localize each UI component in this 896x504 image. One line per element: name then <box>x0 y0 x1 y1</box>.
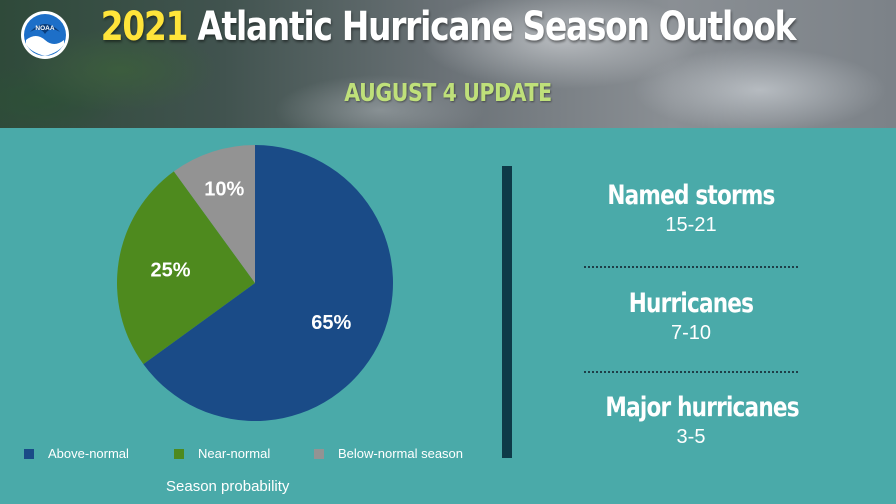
stat-label: Major hurricanes <box>605 392 799 423</box>
subtitle: AUGUST 4 UPDATE <box>344 78 552 107</box>
legend-label: Above-normal <box>48 446 129 461</box>
legend-item: Below-normal season <box>314 446 463 461</box>
vertical-divider <box>502 166 512 458</box>
chart-footnote: Season probability <box>166 478 290 495</box>
title-text: Atlantic Hurricane Season Outlook <box>197 4 796 50</box>
pie-data-label: 25% <box>150 260 190 282</box>
stat-major-hurricanes: Major hurricanes 3-5 <box>584 392 799 450</box>
legend-swatch <box>314 448 324 459</box>
stat-value: 3-5 <box>676 426 706 448</box>
stat-label: Named storms <box>607 180 775 211</box>
page-title: 2021 Atlantic Hurricane Season Outlook <box>81 4 816 50</box>
noaa-logo: NOAA <box>21 11 69 59</box>
legend-label: Near-normal <box>198 446 271 461</box>
title-year: 2021 <box>100 4 189 50</box>
stat-value: 15-21 <box>665 214 717 236</box>
pie-data-label: 65% <box>311 312 351 334</box>
probability-pie-chart: 65% 25% 10% <box>117 145 393 422</box>
stat-hurricanes: Hurricanes 7-10 <box>584 288 798 346</box>
legend-item: Above-normal <box>24 446 129 461</box>
satellite-banner <box>0 0 896 128</box>
stat-value: 7-10 <box>670 322 712 344</box>
pie-slice-below-normal-season <box>173 145 255 283</box>
chart-legend: Above-normal Near-normal Below-normal seas… <box>24 446 484 466</box>
legend-swatch <box>174 448 184 459</box>
pie-data-label: 10% <box>204 179 244 201</box>
stat-label: Hurricanes <box>628 288 754 319</box>
pie-slice-above-normal <box>143 145 393 422</box>
pie-slice-near-normal <box>117 171 255 365</box>
noaa-logo-text: NOAA <box>35 25 54 32</box>
legend-item: Near-normal <box>174 446 270 461</box>
legend-label: Below-normal season <box>338 446 464 461</box>
stat-separator <box>584 371 798 373</box>
stat-separator <box>584 266 798 268</box>
stat-named-storms: Named storms 15-21 <box>584 180 798 238</box>
legend-swatch <box>24 448 34 459</box>
